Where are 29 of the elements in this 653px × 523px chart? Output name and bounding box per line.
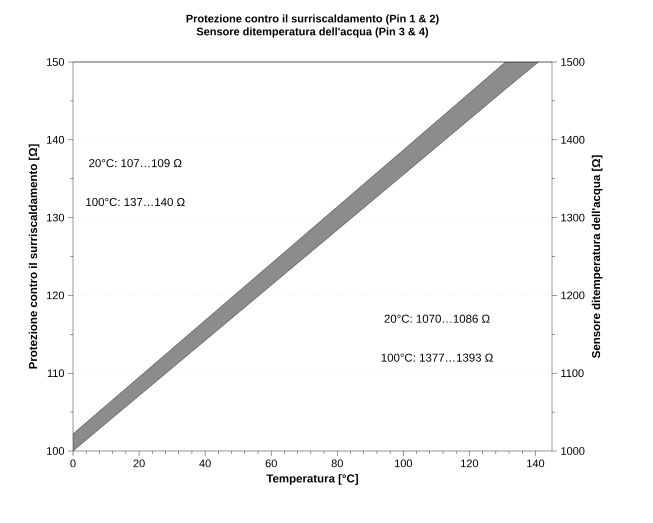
x-tick-label: 80 (332, 460, 343, 468)
y-tick-label: 100 (47, 447, 64, 455)
x-tick-label: 60 (266, 460, 277, 468)
y-axis-title: Protezione contro il surriscaldamento [Ω] (28, 144, 40, 369)
annotation: 100°C: 137…140 Ω (86, 198, 185, 206)
y2-tick-label: 1500 (561, 58, 584, 66)
chart-subtitle: Sensore ditemperatura dell'acqua (Pin 3 & 4) (196, 27, 428, 38)
x-tick-label: 0 (70, 460, 76, 468)
annotation: 20°C: 107…109 Ω (89, 159, 182, 168)
y-tick-label: 130 (47, 214, 64, 222)
y2-tick-label: 1100 (561, 369, 584, 378)
x-tick-label: 20 (134, 460, 145, 468)
y-tick-label: 110 (48, 369, 64, 378)
annotation: 100°C: 1377…1393 Ω (382, 354, 493, 362)
y2-tick-label: 1300 (561, 214, 584, 222)
y-tick-label: 120 (47, 292, 64, 300)
y2-tick-label: 1200 (561, 292, 584, 300)
x-tick-label: 140 (527, 460, 544, 468)
y2-tick-label: 1000 (561, 447, 584, 455)
y2-tick-label: 1400 (561, 136, 584, 144)
chart-title: Protezione contro il surriscaldamento (Pin 1 & 2) (186, 14, 439, 25)
annotation: 20°C: 1070…1086 Ω (384, 314, 490, 323)
y-tick-label: 140 (47, 136, 64, 144)
y2-axis-title: Sensore ditemperatura dell'acqua [Ω] (592, 155, 602, 358)
x-tick-label: 100 (395, 460, 412, 468)
x-tick-label: 40 (199, 460, 211, 468)
y-tick-label: 150 (47, 58, 64, 66)
x-axis-title: Temperatura [°C] (266, 474, 358, 485)
x-tick-label: 120 (461, 460, 478, 468)
